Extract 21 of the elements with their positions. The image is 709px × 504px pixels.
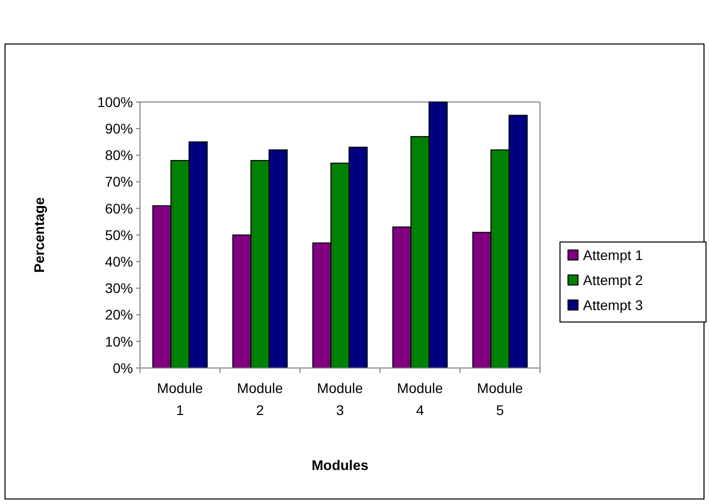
y-tick-label: 10%	[104, 333, 133, 350]
y-axis-title: Percentage	[31, 197, 47, 273]
x-tick-label: Module 1	[157, 380, 204, 418]
x-tick-label: Module 5	[477, 380, 524, 418]
x-tick-label: Module 3	[317, 380, 364, 418]
y-tick-label: 50%	[104, 226, 133, 243]
y-tick-label: 0%	[112, 360, 133, 376]
y-tick-label: 90%	[104, 120, 133, 136]
x-tick-label: Module 2	[237, 380, 284, 418]
legend-label: Attempt 1	[583, 246, 644, 263]
y-tick-label: 60%	[104, 200, 133, 216]
x-axis-title: Modules	[312, 457, 369, 473]
y-tick-label: 80%	[104, 147, 133, 164]
y-tick-label: 70%	[104, 174, 133, 190]
legend-label: Attempt 3	[583, 296, 644, 313]
y-tick-label: 30%	[104, 280, 133, 296]
legend-label: Attempt 2	[583, 272, 644, 288]
y-tick-label: 40%	[104, 254, 133, 270]
y-tick-label: 100%	[97, 94, 133, 110]
x-tick-label: Module 4	[397, 380, 444, 418]
y-tick-label: 20%	[104, 306, 133, 323]
